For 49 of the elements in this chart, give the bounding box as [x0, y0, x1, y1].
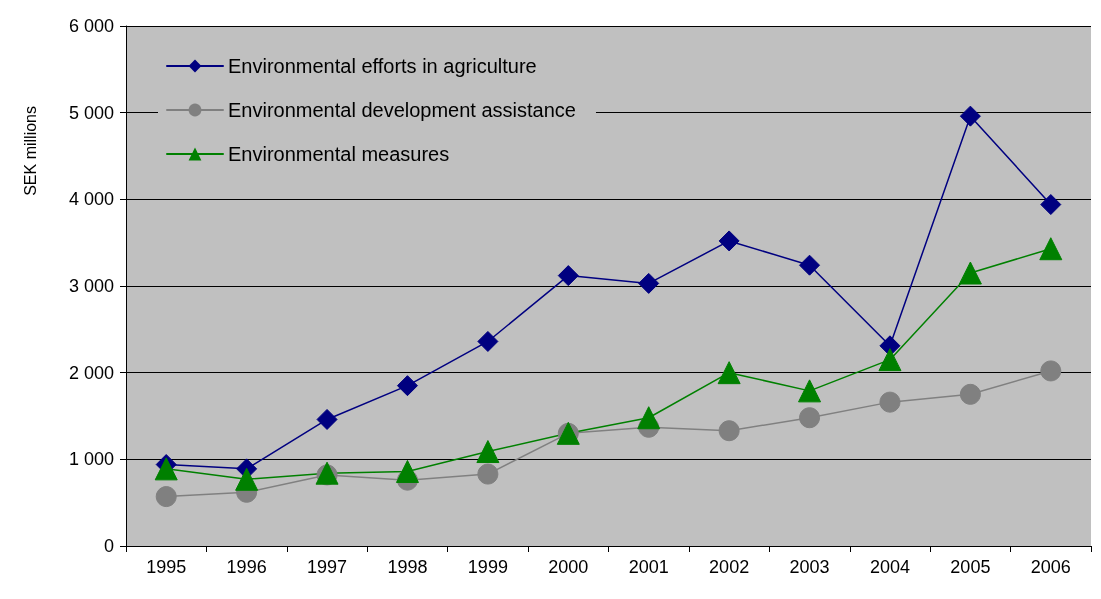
point	[154, 457, 178, 481]
x-tick-label: 1997	[307, 557, 348, 577]
point	[638, 272, 660, 294]
point	[477, 463, 499, 485]
point	[1040, 360, 1062, 382]
legend-label: Environmental efforts in agriculture	[228, 55, 537, 77]
x-tick-label: 1998	[387, 557, 428, 577]
point	[637, 406, 661, 430]
point	[879, 391, 901, 413]
y-tick-label: 1 000	[68, 449, 114, 470]
legend-label: Environmental measures	[228, 143, 450, 165]
y-tick-label: 5 000	[68, 102, 114, 123]
y-tick-label: 2 000	[68, 362, 114, 383]
x-tick-label: 2004	[869, 557, 910, 577]
point	[155, 486, 177, 508]
point	[316, 408, 338, 430]
point	[235, 467, 259, 491]
point	[958, 261, 982, 285]
x-tick-label: 1995	[146, 557, 187, 577]
point	[557, 265, 579, 287]
x-tick-label: 2000	[548, 557, 589, 577]
x-tick-label: 2006	[1030, 557, 1071, 577]
y-tick-label: 4 000	[68, 189, 114, 210]
point	[717, 361, 741, 385]
x-tick-label: 1999	[467, 557, 508, 577]
point	[959, 105, 981, 127]
point	[718, 230, 740, 252]
point	[799, 254, 821, 276]
y-tick-label: 6 000	[68, 16, 114, 36]
point	[476, 440, 500, 464]
point	[718, 420, 740, 442]
legend-label: Environmental development assistance	[228, 99, 576, 121]
y-axis-title: SEK millions	[21, 106, 39, 196]
x-tick-label: 2001	[628, 557, 669, 577]
point	[396, 375, 418, 397]
y-tick-label: 3 000	[68, 276, 114, 296]
point	[395, 459, 419, 483]
point	[878, 348, 902, 372]
point	[799, 407, 821, 429]
x-tick-label: 2002	[709, 557, 750, 577]
x-tick-label: 2005	[950, 557, 991, 577]
point	[1039, 237, 1063, 261]
point	[477, 330, 499, 352]
x-tick-label: 2003	[789, 557, 830, 577]
x-tick-label: 1996	[226, 557, 267, 577]
y-tick-label: 0	[103, 536, 114, 556]
point	[959, 383, 981, 405]
point	[798, 379, 822, 403]
point	[1040, 194, 1062, 216]
